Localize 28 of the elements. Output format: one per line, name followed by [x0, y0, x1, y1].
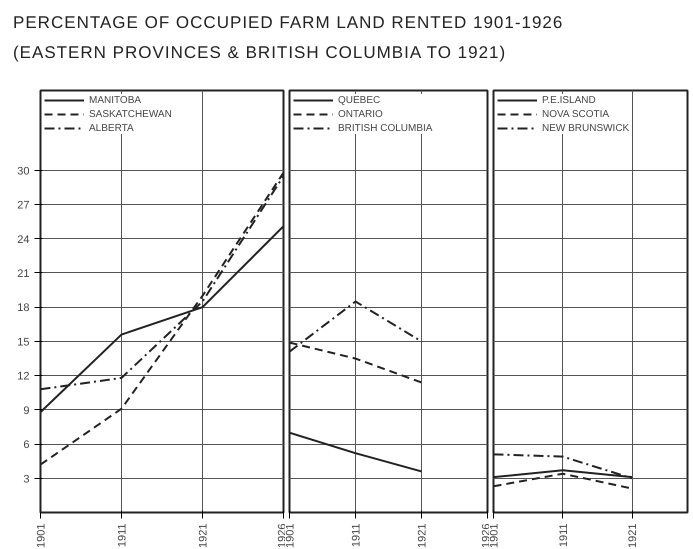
- x-tick-label: 1911: [116, 524, 128, 548]
- x-tick-label: 1921: [627, 523, 640, 548]
- x-tick-label: 1921: [416, 523, 428, 548]
- legend-label: NOVA SCOTIA: [542, 108, 610, 120]
- y-tick-label: 30: [17, 165, 30, 178]
- legend-label: SASKATCHEWAN: [89, 108, 172, 120]
- chart-title: PERCENTAGE OF OCCUPIED FARM LAND RENTED 1901-1926: [13, 12, 564, 34]
- y-tick-label: 24: [17, 234, 30, 246]
- legend-label: MANITOBA: [89, 94, 142, 106]
- x-tick-label: 1901: [36, 523, 48, 548]
- y-tick-label: 15: [17, 336, 30, 348]
- y-tick-label: 12: [17, 370, 30, 383]
- y-tick-label: 6: [23, 439, 30, 452]
- y-tick-label: 3: [23, 473, 30, 486]
- x-tick-label: 1921: [198, 523, 210, 548]
- chart-subtitle: (EASTERN PROVINCES & BRITISH COLUMBIA TO 1921): [13, 42, 508, 64]
- legend-label: QUEBEC: [338, 94, 380, 106]
- x-tick-label: 1911: [350, 524, 362, 548]
- y-tick-label: 27: [17, 200, 30, 212]
- legend-label: BRITISH COLUMBIA: [338, 122, 432, 134]
- legend-label: P.E.ISLAND: [542, 94, 596, 106]
- y-tick-label: 21: [17, 268, 30, 280]
- legend-label: NEW BRUNSWICK: [542, 122, 630, 134]
- x-tick-label: 1911: [558, 524, 570, 548]
- legend-label: ALBERTA: [89, 122, 134, 134]
- legend-label: ONTARIO: [338, 108, 383, 120]
- y-tick-label: 18: [17, 302, 30, 314]
- y-tick-label: 9: [23, 404, 30, 417]
